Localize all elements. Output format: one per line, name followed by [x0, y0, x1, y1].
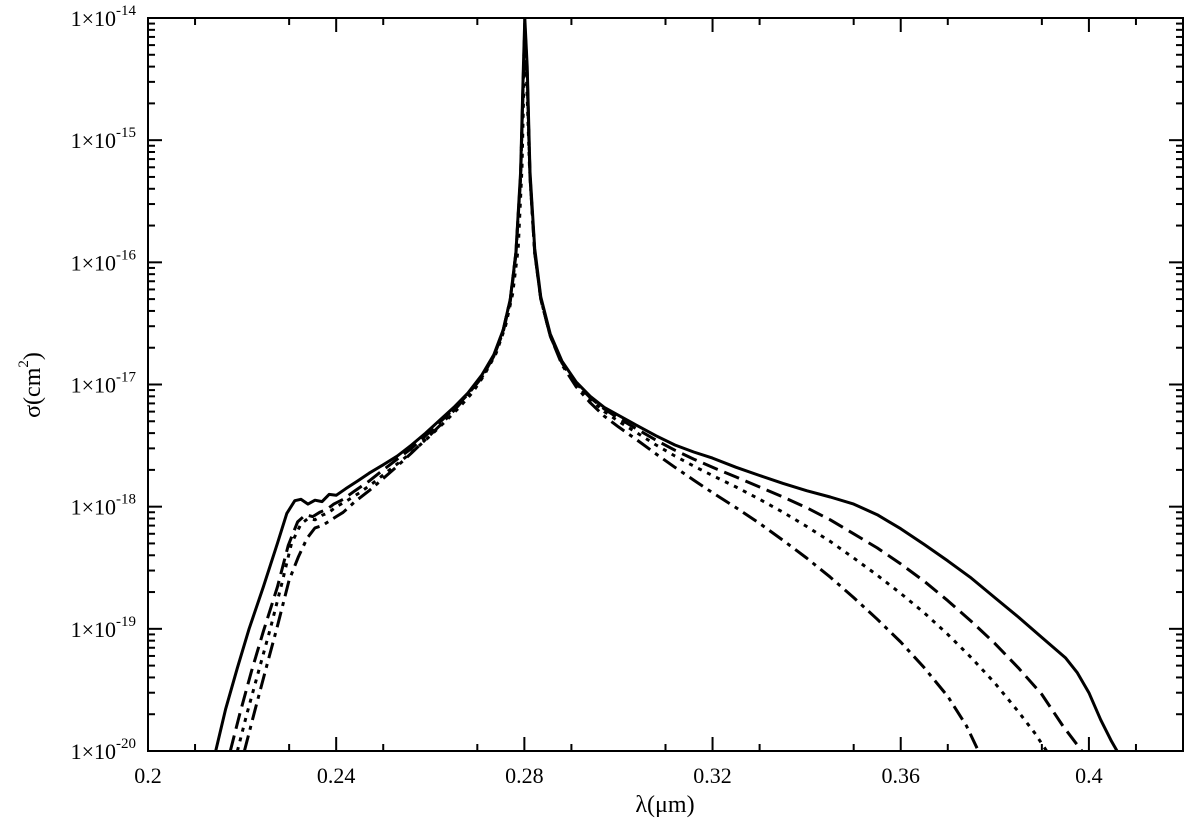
series-line-dotted — [235, 28, 1048, 751]
series-line-dash-dot — [242, 35, 980, 751]
y-tick-mantissa: 1×10 — [71, 495, 116, 520]
plot-frame — [147, 17, 1184, 752]
x-tick-label: 0.4 — [1075, 763, 1103, 788]
y-tick-exponent: -19 — [116, 614, 136, 630]
y-axis-title-close: ) — [20, 352, 46, 360]
y-tick-exponent: -14 — [116, 3, 136, 19]
x-tick-label: 0.32 — [693, 763, 732, 788]
y-tick-mantissa: 1×10 — [71, 128, 116, 153]
y-tick-label: 1×10-17 — [71, 370, 137, 398]
y-axis-title: σ(cm2) — [16, 352, 46, 418]
series-line-solid — [214, 18, 1119, 751]
y-axis-title-sup: 2 — [16, 360, 32, 368]
y-tick-exponent: -17 — [116, 370, 136, 386]
x-tick-label: 0.2 — [134, 763, 162, 788]
y-tick-exponent: -20 — [116, 736, 136, 752]
y-tick-label: 1×10-16 — [71, 247, 137, 275]
y-tick-label: 1×10-19 — [71, 614, 136, 642]
y-tick-mantissa: 1×10 — [71, 250, 116, 275]
y-tick-label: 1×10-20 — [71, 736, 136, 764]
y-tick-exponent: -18 — [116, 492, 136, 508]
y-tick-mantissa: 1×10 — [71, 739, 116, 764]
y-axis-title-main: σ(cm — [20, 367, 46, 418]
x-tick-label: 0.24 — [317, 763, 356, 788]
x-axis-title: λ(μm) — [635, 792, 694, 818]
series-layer — [214, 18, 1119, 751]
y-tick-mantissa: 1×10 — [71, 373, 116, 398]
y-tick-mantissa: 1×10 — [71, 617, 116, 642]
y-tick-exponent: -15 — [116, 125, 136, 141]
x-tick-label: 0.28 — [505, 763, 544, 788]
y-tick-mantissa: 1×10 — [71, 6, 116, 31]
y-tick-label: 1×10-15 — [71, 125, 136, 153]
x-tick-label: 0.36 — [881, 763, 920, 788]
y-tick-label: 1×10-18 — [71, 492, 136, 520]
ticks-layer: 0.2 0.24 0.28 0.32 0.36 0.41×10-201×10-191×10… — [71, 3, 1183, 788]
y-tick-exponent: -16 — [116, 247, 136, 263]
y-tick-label: 1×10-14 — [71, 3, 137, 31]
